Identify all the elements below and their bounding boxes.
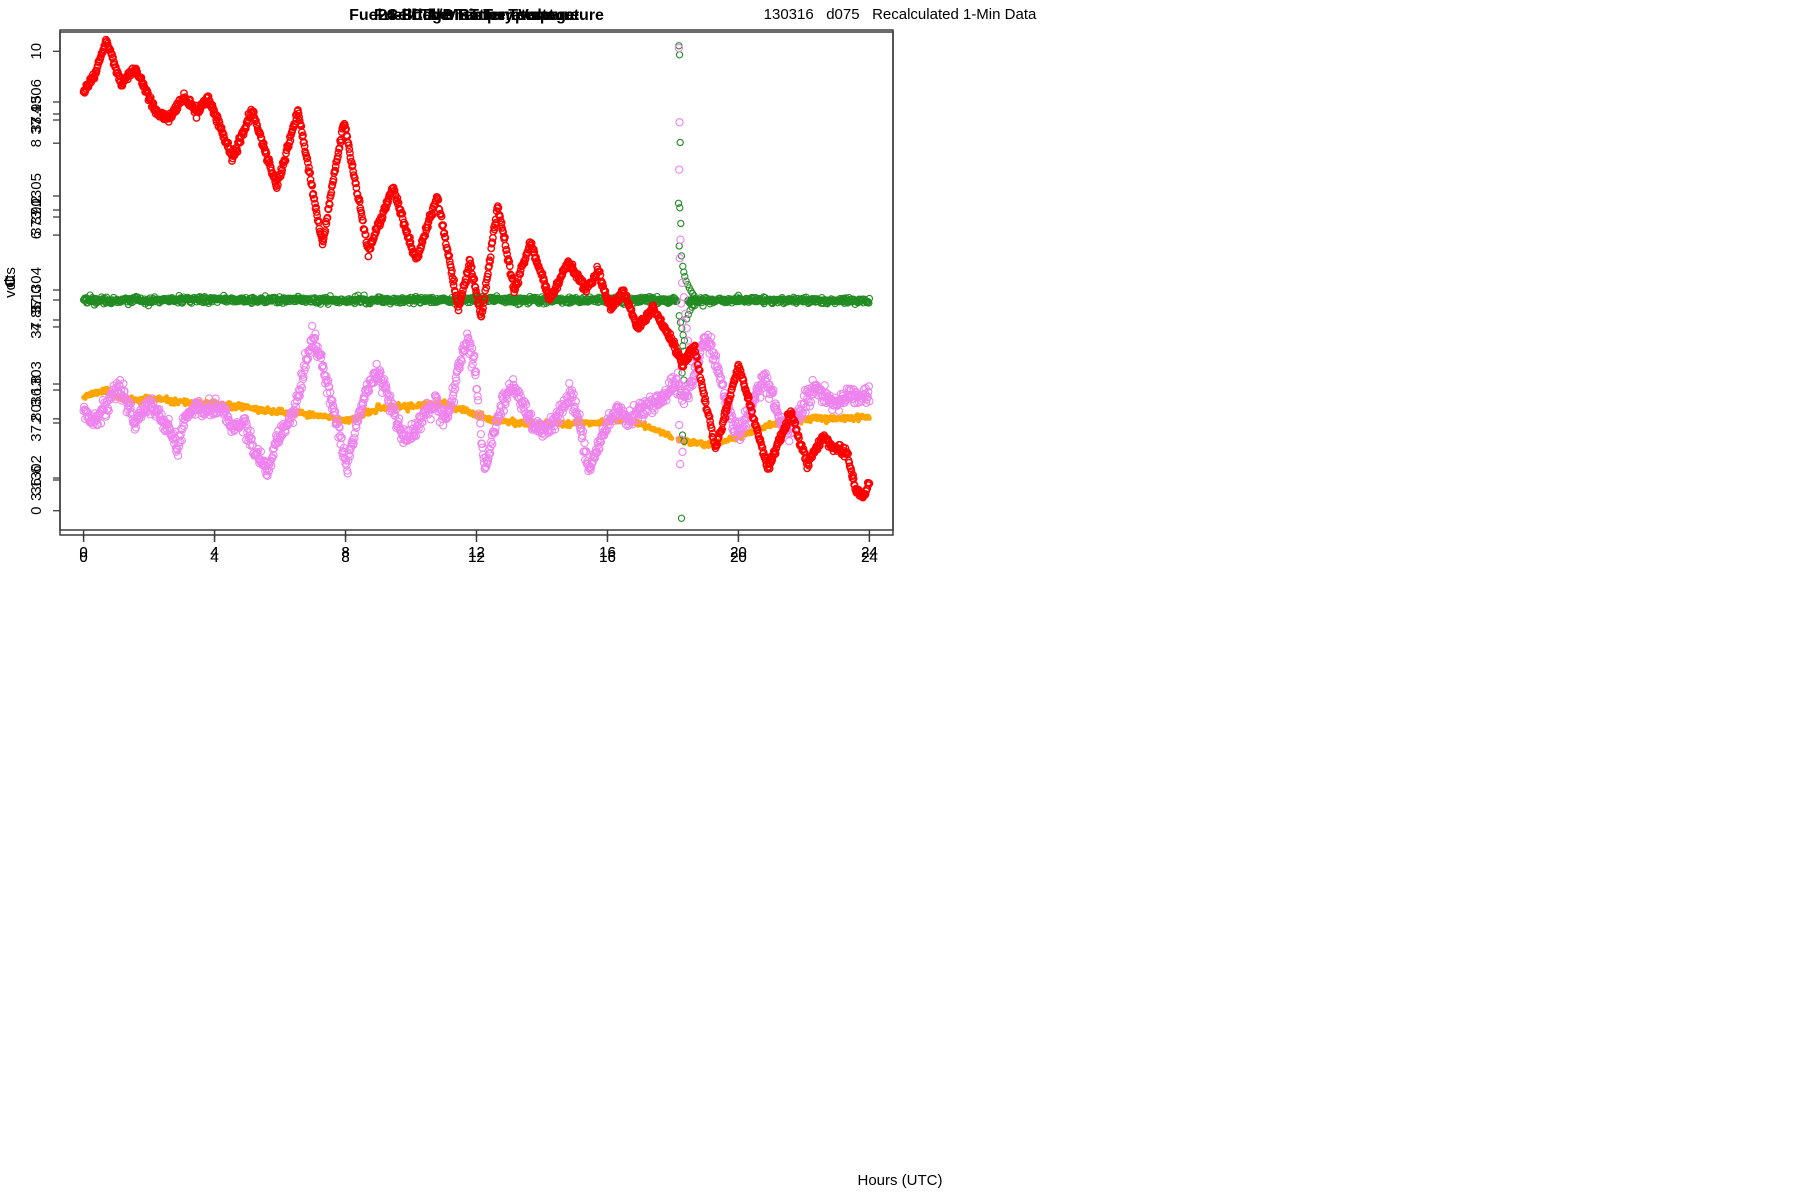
fuel-cell-thermistor-temperature-title: Fuel Cell Thermistor Temperature bbox=[349, 7, 604, 24]
fuel-cell-mpt-temperature-y-tick-label: 37.4 bbox=[28, 105, 45, 134]
fuel-cell-mpt-temperature-x-tick-label: 24 bbox=[861, 544, 878, 561]
fuel-cell-thermistor-temperature-y-tick-label: 37.80 bbox=[28, 404, 45, 442]
fridge-temperature-x-tick-label: 4 bbox=[210, 544, 218, 561]
fridge-temperature-y-tick-label: 6 bbox=[28, 231, 45, 239]
battery-voltage-y-tick-label: 3.1304 bbox=[28, 267, 45, 313]
fridge-temperature-y-tick-label: 4 bbox=[28, 323, 45, 331]
fridge-temperature-y-tick-label: 0 bbox=[28, 507, 45, 515]
fuel-cell-mpt-temperature-x-tick-label: 20 bbox=[730, 544, 747, 561]
fuel-cell-mpt-temperature-x-tick-label: 0 bbox=[79, 544, 87, 561]
fuel-cell-mpt-temperature-ylabel: C bbox=[2, 275, 19, 286]
fuel-cell-mpt-temperature-y-tick-label: 37.2 bbox=[28, 195, 45, 224]
fuel-cell-thermistor-temperature-y-tick-label: 37.85 bbox=[28, 301, 45, 339]
battery-voltage-x-tick-label: 16 bbox=[599, 549, 616, 566]
fuel-cell-thermistor-temperature-series bbox=[79, 321, 874, 480]
battery-voltage-y-tick-label: 3.1302 bbox=[28, 455, 45, 501]
fuel-cell-thermistor-temperature-x-tick-label: 20 bbox=[730, 549, 747, 566]
fridge-temperature-y-tick-label: 8 bbox=[28, 139, 45, 147]
battery-voltage-x-tick-label: 4 bbox=[210, 549, 218, 566]
fuel-cell-thermistor-temperature-y-tick-label: 37.95 bbox=[28, 95, 45, 133]
fridge-temperature-x-tick-label: 12 bbox=[468, 544, 485, 561]
fuel-cell-thermistor-temperature-x-tick-label: 4 bbox=[210, 549, 218, 566]
figure-xlabel: Hours (UTC) bbox=[857, 1172, 943, 1189]
fuel-cell-mpt-temperature-x-tick-label: 12 bbox=[468, 544, 485, 561]
fuel-cell-mpt-temperature-title: Fuel Cell MPT Temperature bbox=[374, 7, 579, 24]
fuel-cell-mpt-temperature-y-tick-label: 36.8 bbox=[28, 375, 45, 404]
fuel-cell-mpt-temperature-x-tick-label: 8 bbox=[341, 544, 349, 561]
fridge-temperature-x-tick-label: 8 bbox=[341, 544, 349, 561]
fuel-cell-thermistor-temperature-x-tick-label: 16 bbox=[599, 549, 616, 566]
figure-title: 130316 d075 Recalculated 1-Min Data bbox=[763, 6, 1037, 23]
battery-voltage-series bbox=[79, 35, 874, 502]
fridge-temperature-ylabel: C bbox=[2, 275, 19, 286]
fuel-cell-mpt-temperature-x-tick-label: 4 bbox=[210, 544, 218, 561]
fridge-temperature-x-tick-label: 24 bbox=[861, 544, 878, 561]
fuel-cell-thermistor-temperature-x-tick-label: 0 bbox=[79, 549, 87, 566]
battery-voltage-x-tick-label: 24 bbox=[861, 549, 878, 566]
fuel-cell-mpt-temperature-y-tick-label: 37.0 bbox=[28, 285, 45, 314]
battery-voltage-title: 24-Bit A/D Battery Voltage bbox=[378, 7, 575, 24]
battery-voltage-y-tick-label: 3.1306 bbox=[28, 79, 45, 125]
battery-voltage-x-tick-label: 12 bbox=[468, 549, 485, 566]
fridge-temperature-y-tick-label: 2 bbox=[28, 415, 45, 423]
fuel-cell-thermistor-temperature-x-tick-label: 24 bbox=[861, 549, 878, 566]
fuel-cell-thermistor-temperature-x-tick-label: 8 bbox=[341, 549, 349, 566]
fuel-cell-mpt-temperature-outliers bbox=[674, 42, 698, 522]
battery-voltage-x-tick-label: 0 bbox=[79, 549, 87, 566]
fridge-temperature-x-tick-label: 20 bbox=[730, 544, 747, 561]
battery-voltage-y-tick-label: 3.1305 bbox=[28, 173, 45, 219]
fridge-temperature-x-tick-label: 16 bbox=[599, 544, 616, 561]
fuel-cell-mpt-temperature-x-tick-label: 16 bbox=[599, 544, 616, 561]
fuel-cell-thermistor-temperature-ylabel: C bbox=[2, 277, 19, 288]
fridge-temperature-title: Fridge Temperature bbox=[402, 7, 551, 24]
fridge-temperature-y-tick-label: 10 bbox=[28, 43, 45, 60]
battery-voltage-ylabel: volts bbox=[2, 267, 19, 298]
battery-voltage-x-tick-label: 8 bbox=[341, 549, 349, 566]
fridge-temperature-x-tick-label: 0 bbox=[79, 544, 87, 561]
battery-voltage-y-tick-label: 3.1303 bbox=[28, 361, 45, 407]
fuel-cell-thermistor-temperature-x-tick-label: 12 bbox=[468, 549, 485, 566]
fuel-cell-thermistor-temperature-y-tick-label: 37.90 bbox=[28, 198, 45, 236]
battery-voltage-x-tick-label: 20 bbox=[730, 549, 747, 566]
fuel-cell-mpt-temperature-y-tick-label: 36.6 bbox=[28, 465, 45, 494]
panel-fuel-cell-thermistor-temperature: Fuel Cell Thermistor Temperature 0 4 8 12 16 2… bbox=[2, 7, 894, 566]
